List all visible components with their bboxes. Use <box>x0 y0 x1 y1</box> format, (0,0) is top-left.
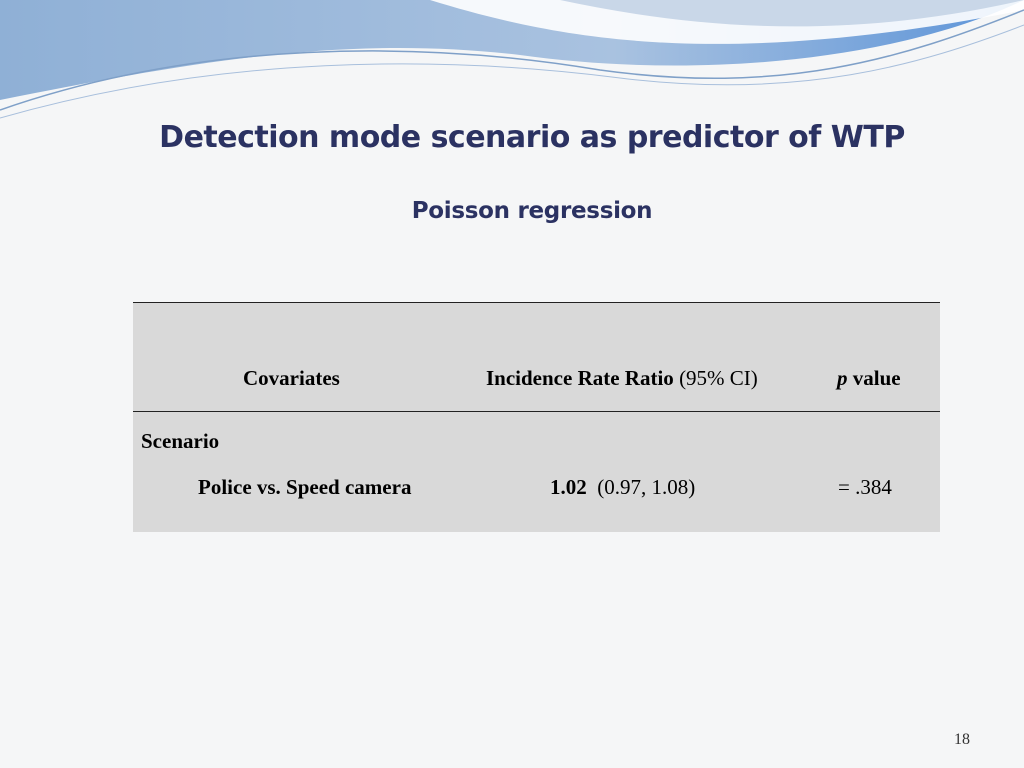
header-text: (95% CI) <box>679 366 758 390</box>
cell-text: Scenario <box>141 429 220 453</box>
header-text: Incidence Rate Ratio <box>486 366 674 390</box>
cell-text: Police vs. Speed camera <box>198 475 412 499</box>
header-cell: p value <box>837 366 901 391</box>
header-text: p <box>837 366 848 390</box>
cell-text: (0.97, 1.08) <box>597 475 696 499</box>
cell: 1.02 (0.97, 1.08) <box>550 475 695 500</box>
page-number: 18 <box>954 731 970 748</box>
header-text: Covariates <box>243 366 340 390</box>
header-cell: Covariates <box>243 366 340 391</box>
header-cell: Incidence Rate Ratio (95% CI) <box>486 366 758 391</box>
group-label: Scenario <box>141 429 219 454</box>
header-decoration <box>0 0 1024 119</box>
header-text: value <box>852 366 901 390</box>
cell-text: = .384 <box>838 475 892 499</box>
title: Detection mode scenario as predictor of … <box>159 120 905 155</box>
cell-text: 1.02 <box>550 475 587 499</box>
rule <box>133 411 940 412</box>
table: Covariates Incidence Rate Ratio (95% CI)… <box>133 302 940 532</box>
cell: = .384 <box>838 475 892 500</box>
subtitle: Poisson regression <box>411 198 653 224</box>
cell: Police vs. Speed camera <box>198 475 411 500</box>
